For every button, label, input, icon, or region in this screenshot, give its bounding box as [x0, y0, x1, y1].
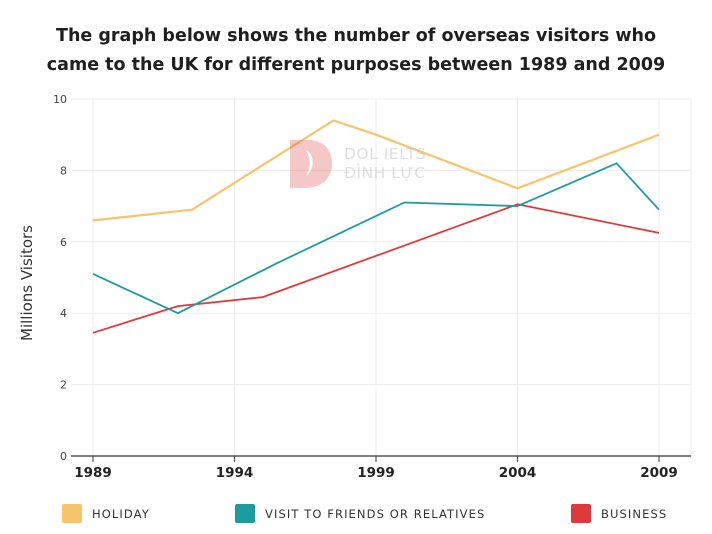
- legend-item-business: BUSINESS: [571, 504, 667, 523]
- x-tick-label: 1999: [357, 465, 395, 481]
- y-tick-label: 0: [60, 450, 67, 463]
- x-tick-label: 2009: [640, 465, 678, 481]
- legend-label-visit: VISIT TO FRIENDS OR RELATIVES: [265, 506, 486, 521]
- legend-item-holiday: HOLIDAY: [62, 504, 150, 523]
- axes: 0 2 4 6 8 10 1989 1994 1999 2004 2009: [53, 93, 691, 481]
- y-tick-label: 8: [60, 164, 67, 177]
- watermark-text: DOL IELTS ĐÌNH LỰC: [344, 145, 426, 183]
- legend: HOLIDAY VISIT TO FRIENDS OR RELATIVES BU…: [0, 500, 712, 530]
- legend-item-visit: VISIT TO FRIENDS OR RELATIVES: [235, 504, 485, 523]
- series: [92, 119, 660, 334]
- x-tick-label: 1989: [74, 465, 112, 481]
- watermark-line-2: ĐÌNH LỰC: [344, 164, 426, 182]
- watermark-logo-icon: [290, 140, 332, 188]
- legend-swatch-holiday: [62, 504, 82, 523]
- y-tick-label: 6: [60, 236, 67, 249]
- y-tick-label: 4: [60, 307, 67, 320]
- watermark: DOL IELTS ĐÌNH LỰC: [286, 138, 426, 190]
- series-line-visit: [92, 162, 660, 315]
- x-tick-label: 2004: [499, 465, 537, 481]
- series-line-business: [92, 203, 660, 334]
- x-tick-label: 1994: [216, 465, 254, 481]
- y-tick-label: 2: [60, 379, 67, 392]
- chart-title: The graph below shows the number of over…: [0, 22, 712, 80]
- watermark-line-1: DOL IELTS: [344, 145, 427, 163]
- legend-swatch-visit: [235, 504, 255, 523]
- chart-title-line-1: The graph below shows the number of over…: [56, 26, 656, 46]
- y-axis-label: Millions Visitors: [18, 225, 36, 341]
- grid: [71, 98, 692, 456]
- legend-label-holiday: HOLIDAY: [92, 506, 150, 521]
- legend-label-business: BUSINESS: [601, 506, 668, 521]
- chart-title-line-2: came to the UK for different purposes be…: [46, 55, 666, 75]
- y-tick-label: 10: [53, 93, 67, 106]
- legend-swatch-business: [571, 504, 591, 523]
- series-line-holiday: [92, 119, 660, 222]
